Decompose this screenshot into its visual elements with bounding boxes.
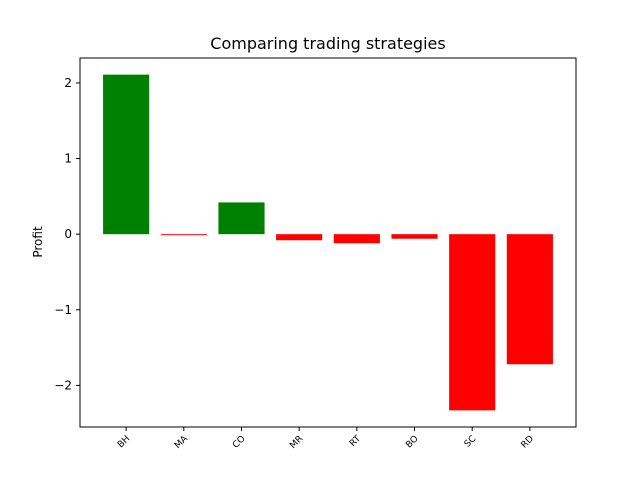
y-tick-label: 0 [64, 227, 72, 241]
bar-bo [391, 234, 438, 239]
bar-bh [103, 74, 150, 235]
y-tick-label: 2 [64, 76, 72, 90]
y-axis-label: Profit [31, 226, 45, 258]
y-tick-label: 1 [64, 152, 72, 166]
plot-frame [79, 57, 577, 428]
bar-ma [160, 234, 207, 236]
chart-title: Comparing trading strategies [210, 34, 445, 53]
y-tick-label: −2 [54, 378, 72, 392]
bar-rt [333, 234, 380, 244]
y-tick-label: −1 [54, 303, 72, 317]
bar-sc [449, 234, 496, 411]
bar-mr [276, 234, 323, 241]
bar-co [218, 202, 265, 235]
bar-rd [506, 234, 553, 365]
